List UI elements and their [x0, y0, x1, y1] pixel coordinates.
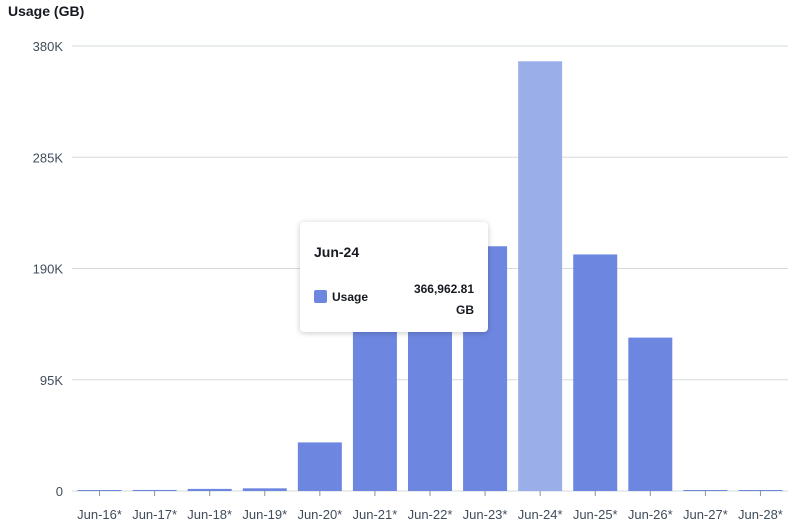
x-tick-label: Jun-24*	[518, 507, 563, 522]
tooltip-unit: GB	[456, 303, 474, 317]
y-tick-label: 285K	[33, 150, 64, 165]
bar	[738, 490, 783, 491]
bar	[132, 489, 177, 491]
x-tick-label: Jun-28*	[738, 507, 783, 522]
hover-tooltip: Jun-24 Usage 366,962.81 GB	[300, 222, 488, 332]
x-tick-label: Jun-20*	[297, 507, 342, 522]
bar	[352, 327, 397, 491]
y-tick-label: 380K	[33, 39, 64, 54]
tooltip-title: Jun-24	[314, 244, 360, 260]
x-tick-label: Jun-21*	[353, 507, 398, 522]
bar	[408, 327, 452, 491]
bar	[628, 337, 673, 491]
x-tick-label: Jun-25*	[573, 507, 618, 522]
tooltip-value-block: 366,962.81 GB	[364, 279, 474, 321]
x-tick-label: Jun-26*	[628, 507, 673, 522]
bar	[683, 490, 728, 491]
tooltip-value: 366,962.81	[413, 282, 474, 296]
tooltip-swatch	[314, 290, 327, 303]
y-axis-title: Usage (GB)	[8, 3, 85, 19]
bar	[573, 254, 618, 491]
bar	[518, 61, 563, 491]
y-tick-label: 95K	[40, 373, 63, 388]
x-tick-label: Jun-16*	[77, 507, 122, 522]
y-tick-label: 0	[56, 484, 63, 499]
bar	[77, 490, 122, 491]
x-tick-label: Jun-17*	[132, 507, 177, 522]
tooltip-series-label: Usage	[332, 290, 369, 304]
x-tick-label: Jun-18*	[187, 507, 232, 522]
bar	[297, 442, 342, 491]
bar	[242, 488, 287, 491]
x-tick-label: Jun-19*	[242, 507, 287, 522]
x-tick-label: Jun-27*	[683, 507, 728, 522]
y-tick-label: 190K	[33, 262, 64, 277]
x-tick-label: Jun-22*	[408, 507, 453, 522]
x-tick-label: Jun-23*	[463, 507, 508, 522]
bar	[187, 488, 232, 491]
